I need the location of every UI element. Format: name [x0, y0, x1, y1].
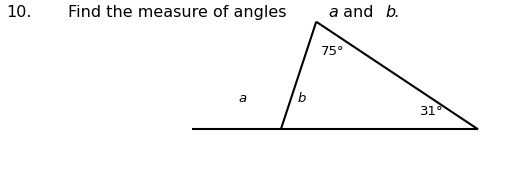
Text: Find the measure of angles: Find the measure of angles [68, 5, 291, 20]
Text: a: a [238, 92, 246, 105]
Text: b: b [297, 92, 306, 105]
Text: b: b [385, 5, 395, 20]
Text: and: and [337, 5, 378, 20]
Text: 10.: 10. [6, 5, 31, 20]
Text: .: . [393, 5, 398, 20]
Text: 75°: 75° [321, 45, 344, 58]
Text: 31°: 31° [419, 105, 443, 118]
Text: a: a [327, 5, 337, 20]
